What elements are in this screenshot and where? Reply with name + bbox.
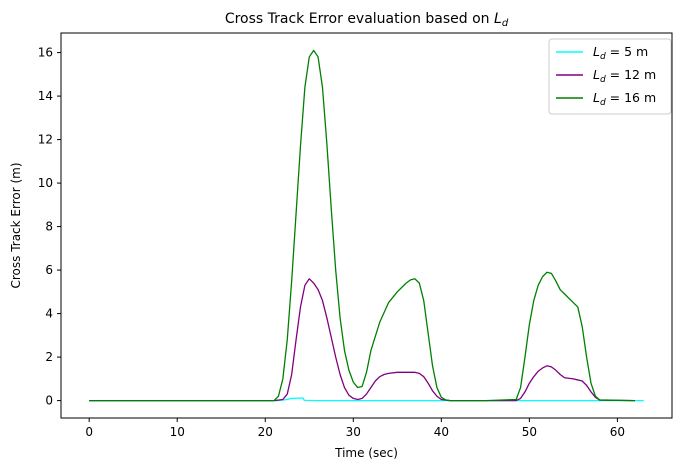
x-tick-label: 0 [85,425,93,439]
y-axis-label: Cross Track Error (m) [9,162,23,288]
x-tick-label: 60 [610,425,625,439]
x-tick-label: 10 [170,425,185,439]
x-tick-label: 30 [346,425,361,439]
plot-frame [60,32,673,419]
y-tick-label: 8 [45,220,53,234]
series-line-2 [89,49,636,402]
chart-title-symbol: L [494,11,502,27]
x-tick-label: 50 [522,425,537,439]
legend-label-0: Ld = 5 m [593,44,648,62]
legend-box [548,38,672,115]
chart-title-text: Cross Track Error evaluation based on [225,11,494,27]
chart-title: Cross Track Error evaluation based on Ld [225,11,509,29]
y-axis-ticks: 0 2 4 6 8 10 12 14 16 [38,46,61,408]
chart-title-subscript: d [502,18,509,29]
y-tick-label: 2 [45,350,53,364]
y-tick-label: 12 [38,133,53,147]
legend: Ld = 5 m Ld = 12 m Ld = 16 m [548,38,672,115]
legend-label-2: Ld = 16 m [593,90,656,108]
x-tick-label: 40 [434,425,449,439]
x-axis-label: Time (sec) [334,446,398,460]
x-axis-ticks: 0 10 20 30 40 50 60 [85,418,625,439]
x-tick-label: 20 [258,425,273,439]
y-tick-label: 10 [38,176,53,190]
legend-label-1: Ld = 12 m [593,67,656,85]
y-tick-label: 6 [45,263,53,277]
series-line-0 [89,397,644,402]
y-tick-label: 0 [45,394,53,408]
y-tick-label: 16 [38,46,53,60]
y-tick-label: 14 [38,89,53,103]
y-tick-label: 4 [45,307,53,321]
series-line-1 [89,278,636,402]
